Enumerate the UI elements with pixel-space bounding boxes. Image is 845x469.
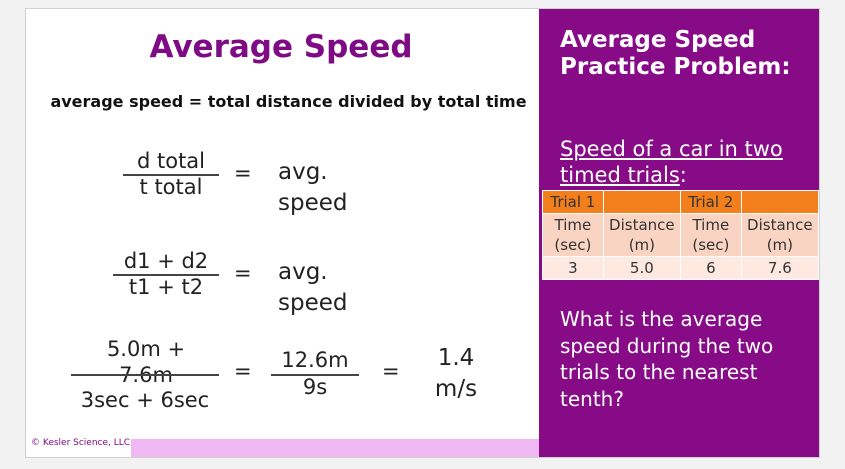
cell: Distance (m): [740, 213, 819, 257]
equals: =: [234, 261, 252, 285]
trial-table: Trial 1 Trial 2 Time (sec) Distance (m) …: [542, 190, 819, 280]
question: What is the average speed during the two…: [560, 307, 774, 411]
result: avg. speed: [278, 159, 348, 216]
denominator: t total: [139, 175, 203, 199]
slide-title: Average Speed: [149, 29, 413, 65]
equals: =: [234, 161, 252, 185]
result: avg. speed: [278, 259, 348, 316]
footer: © Kesler Science, LLC: [31, 438, 131, 448]
cell: Time (sec): [542, 213, 604, 257]
header-cell: Trial 2: [679, 190, 742, 214]
panel-subtitle: Speed of a car in two timed trials:: [560, 136, 815, 188]
fraction-bar: [271, 374, 359, 376]
cell: 7.6: [740, 256, 819, 280]
cell: 6: [679, 256, 742, 280]
cell: Distance (m): [602, 213, 681, 257]
denominator: t1 + t2: [128, 275, 204, 299]
cell: 3: [542, 256, 604, 280]
header-cell: Trial 1: [542, 190, 604, 214]
table-row: Time (sec) Distance (m) Time (sec) Dista…: [542, 213, 819, 257]
numerator: d total: [136, 149, 206, 173]
fraction-bar: [123, 174, 219, 176]
cell: Time (sec): [679, 213, 742, 257]
panel-title: Average Speed Practice Problem:: [560, 27, 791, 80]
equals: =: [382, 359, 400, 383]
subtitle-suffix: :: [679, 163, 687, 187]
denominator: 3sec + 6sec: [80, 388, 210, 412]
side-panel: Average Speed Practice Problem: Speed of…: [539, 9, 819, 457]
middle-numerator: 12.6m: [281, 348, 349, 372]
numerator: d1 + d2: [123, 249, 209, 273]
footer-strip: [131, 439, 539, 457]
equals: =: [234, 359, 252, 383]
subtitle-text: Speed of a car in two timed trials: [560, 137, 783, 187]
result: 1.4 m/s: [434, 345, 478, 402]
slide: Average Speed average speed = total dist…: [25, 8, 820, 458]
middle-denominator: 9s: [302, 375, 328, 399]
fraction-bar: [113, 274, 219, 276]
header-cell: [740, 190, 819, 214]
definition: average speed = total distance divided b…: [50, 92, 527, 111]
cell: 5.0: [602, 256, 681, 280]
header-cell: [602, 190, 681, 214]
header-row: Trial 1 Trial 2: [542, 190, 819, 214]
fraction-bar: [71, 374, 219, 376]
numerator: 5.0m + 7.6m: [106, 337, 186, 387]
table-row: 3 5.0 6 7.6: [542, 256, 819, 280]
